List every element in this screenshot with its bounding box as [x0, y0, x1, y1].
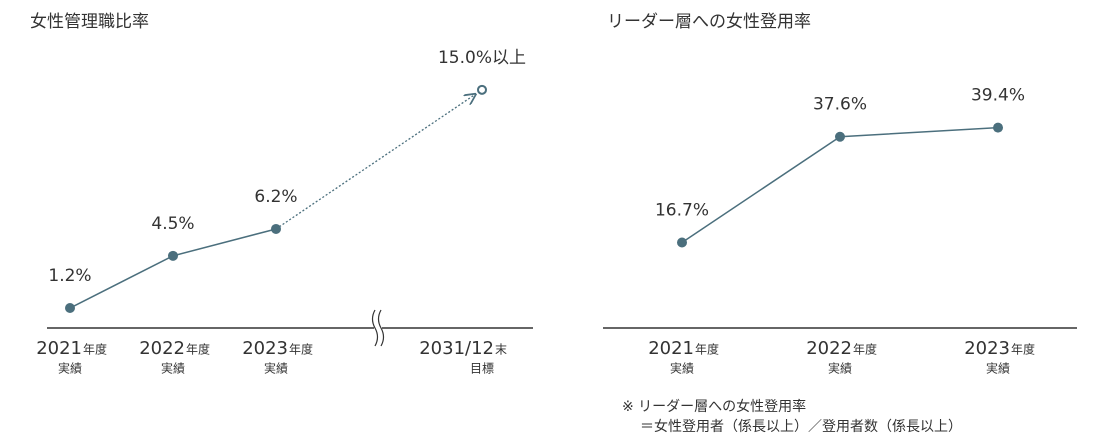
- point: [65, 303, 75, 314]
- x-tick-note: 実績: [161, 361, 185, 376]
- axis-break: [377, 309, 385, 347]
- value-label: 15.0%以上: [438, 48, 526, 68]
- x-tick-suffix: 末: [495, 343, 507, 357]
- x-tick-suffix: 年度: [289, 342, 313, 357]
- x-tick-label: 2022: [139, 338, 185, 359]
- x-tick-suffix: 年度: [853, 342, 877, 357]
- line: [681, 126, 999, 244]
- x-tick-note: 目標: [470, 362, 494, 376]
- footnote: ※ リーダー層への女性登用率: [622, 398, 806, 415]
- value-label: 6.2%: [254, 187, 297, 207]
- x-tick-label: 2023: [242, 338, 288, 359]
- x-tick-suffix: 年度: [83, 342, 107, 357]
- x-tick-label: 2031/12: [419, 338, 494, 359]
- x-tick-suffix: 年度: [1011, 342, 1035, 357]
- chart-title: 女性管理職比率: [30, 12, 149, 32]
- value-label: 37.6%: [813, 95, 867, 115]
- x-tick-note: 実績: [828, 361, 852, 376]
- line: [69, 228, 277, 309]
- point: [677, 237, 687, 248]
- x-tick-label: 2023: [964, 338, 1010, 359]
- value-label: 1.2%: [48, 266, 91, 286]
- x-tick-label: 2021: [648, 338, 694, 359]
- target-arrow: [275, 94, 475, 230]
- x-tick-label: 2021: [36, 338, 82, 359]
- x-tick-note: 実績: [670, 361, 694, 376]
- x-tick-suffix: 年度: [695, 342, 719, 357]
- target-point: [477, 84, 487, 95]
- axis-break: [371, 309, 379, 347]
- x-tick-note: 実績: [58, 361, 82, 376]
- point: [993, 122, 1003, 133]
- chart-title: リーダー層への女性登用率: [607, 12, 811, 32]
- value-label: 4.5%: [151, 214, 194, 234]
- x-tick-label: 2022: [806, 338, 852, 359]
- axis-break-gap: [374, 310, 382, 346]
- footnote: ＝女性登用者（係長以上）／登用者数（係長以上）: [640, 418, 962, 435]
- x-tick-note: 実績: [986, 361, 1010, 376]
- value-label: 16.7%: [655, 200, 709, 220]
- x-tick-suffix: 年度: [186, 342, 210, 357]
- point: [168, 250, 178, 261]
- value-label: 39.4%: [971, 86, 1025, 106]
- x-tick-note: 実績: [264, 361, 288, 376]
- point: [835, 131, 845, 142]
